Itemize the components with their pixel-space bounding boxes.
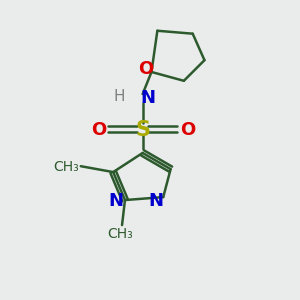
Text: N: N xyxy=(148,192,164,210)
Text: N: N xyxy=(108,192,123,210)
Text: CH₃: CH₃ xyxy=(53,160,79,174)
Text: S: S xyxy=(135,120,150,140)
Text: O: O xyxy=(138,60,153,78)
Text: O: O xyxy=(91,121,106,139)
Text: N: N xyxy=(140,88,155,106)
Text: O: O xyxy=(180,121,195,139)
Text: H: H xyxy=(113,89,125,104)
Text: CH₃: CH₃ xyxy=(108,227,134,241)
